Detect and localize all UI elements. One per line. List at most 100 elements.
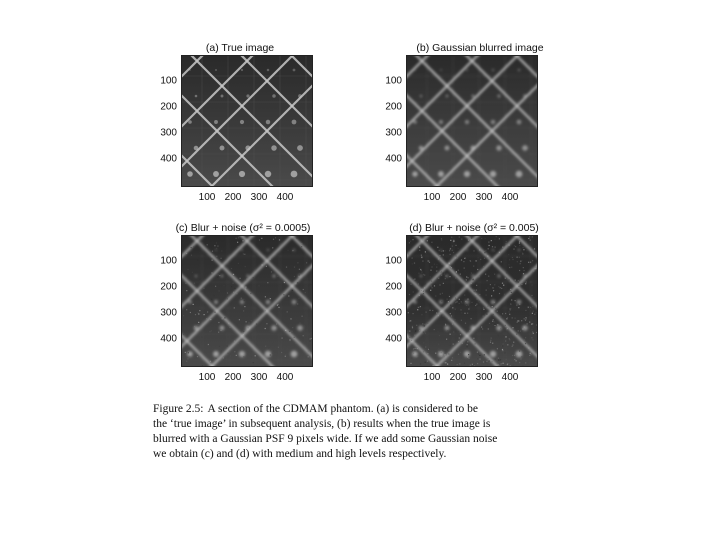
phantom-grid-bar bbox=[407, 236, 429, 258]
phantom-grid-bar bbox=[290, 236, 312, 258]
phantom-disc bbox=[440, 249, 442, 251]
phantom-disc bbox=[238, 170, 246, 178]
phantom-disc bbox=[214, 300, 218, 304]
phantom-grid-bar bbox=[182, 56, 294, 168]
phantom-disc bbox=[271, 145, 277, 151]
phantom-disc bbox=[264, 350, 272, 358]
phantom-disc bbox=[240, 68, 244, 72]
y-tick-label: 100 bbox=[385, 75, 402, 87]
phantom-disc bbox=[265, 299, 271, 305]
phantom-grid-bar bbox=[515, 56, 537, 78]
phantom-disc bbox=[522, 325, 528, 331]
phantom-disc bbox=[517, 248, 521, 252]
phantom-disc bbox=[438, 351, 444, 357]
phantom-disc bbox=[444, 325, 450, 331]
phantom-grid-bar bbox=[240, 236, 312, 308]
phantom-disc bbox=[439, 120, 443, 124]
phantom-grid-bar bbox=[190, 236, 312, 358]
x-tick-label: 100 bbox=[198, 372, 216, 383]
caption-line: the ‘true image’ in subsequent analysis,… bbox=[153, 418, 491, 430]
phantom-disc bbox=[491, 68, 495, 72]
phantom-disc bbox=[522, 145, 528, 151]
phantom-disc bbox=[497, 274, 501, 278]
image-plot bbox=[181, 235, 313, 367]
image-background bbox=[407, 56, 537, 186]
x-tick-label: 100 bbox=[423, 372, 441, 383]
y-tick-label: 400 bbox=[160, 333, 177, 345]
phantom-disc bbox=[438, 171, 444, 177]
phantom-grid-bar bbox=[182, 236, 204, 258]
phantom-grid-bar bbox=[415, 236, 537, 358]
y-tick-label: 200 bbox=[385, 101, 402, 113]
x-tick-label: 400 bbox=[276, 372, 294, 383]
phantom-disc bbox=[463, 350, 471, 358]
phantom-disc bbox=[188, 300, 192, 304]
phantom-grid-bar bbox=[182, 94, 274, 186]
phantom-grid-bar bbox=[407, 236, 479, 308]
phantom-grid-bar bbox=[182, 236, 254, 308]
phantom-disc bbox=[213, 171, 219, 177]
y-tick-label: 100 bbox=[385, 255, 402, 267]
phantom-disc bbox=[291, 299, 297, 305]
phantom-image bbox=[407, 56, 537, 186]
phantom-grid-bar bbox=[210, 264, 312, 366]
x-tick-label: 200 bbox=[224, 192, 242, 203]
y-tick-label: 300 bbox=[160, 127, 177, 139]
phantom-grid-bar bbox=[515, 236, 537, 258]
phantom-disc bbox=[215, 69, 217, 71]
phantom-disc bbox=[239, 119, 245, 125]
y-tick-label: 100 bbox=[160, 255, 177, 267]
panel-title: (c) Blur + noise (σ² = 0.0005) bbox=[175, 222, 311, 234]
phantom-disc bbox=[297, 145, 303, 151]
phantom-disc bbox=[413, 120, 417, 124]
phantom-disc bbox=[516, 119, 522, 125]
phantom-disc bbox=[490, 119, 496, 125]
phantom-disc bbox=[271, 325, 277, 331]
phantom-disc bbox=[238, 350, 246, 358]
phantom-image bbox=[407, 236, 537, 366]
phantom-disc bbox=[418, 325, 424, 331]
phantom-disc bbox=[515, 350, 523, 358]
phantom-grid-bar bbox=[407, 56, 429, 78]
phantom-disc bbox=[266, 248, 270, 252]
panel-title: (a) True image bbox=[205, 42, 275, 54]
phantom-disc bbox=[496, 145, 502, 151]
phantom-image bbox=[182, 236, 312, 366]
phantom-disc bbox=[444, 145, 450, 151]
y-tick-label: 400 bbox=[160, 153, 177, 165]
phantom-disc bbox=[496, 325, 502, 331]
x-tick-label: 300 bbox=[475, 372, 493, 383]
phantom-disc bbox=[489, 170, 497, 178]
phantom-disc bbox=[194, 274, 198, 278]
phantom-disc bbox=[214, 120, 218, 124]
phantom-disc bbox=[418, 145, 424, 151]
phantom-grid-bar bbox=[182, 56, 254, 128]
phantom-disc bbox=[265, 119, 271, 125]
y-tick-label: 400 bbox=[385, 153, 402, 165]
y-tick-label: 100 bbox=[160, 75, 177, 87]
panel-a: (a) True image 100 200 300 400 100 200 300 400 bbox=[155, 42, 415, 222]
x-tick-label: 300 bbox=[250, 192, 268, 203]
phantom-grid-bar bbox=[407, 274, 499, 366]
phantom-grid-bar bbox=[182, 236, 294, 348]
phantom-disc bbox=[516, 299, 522, 305]
phantom-disc bbox=[246, 94, 250, 98]
phantom-disc bbox=[264, 170, 272, 178]
phantom-disc bbox=[463, 170, 471, 178]
phantom-disc bbox=[266, 68, 270, 72]
phantom-disc bbox=[464, 119, 470, 125]
x-tick-label: 400 bbox=[501, 372, 519, 383]
panel-title: (d) Blur + noise (σ² = 0.005) bbox=[409, 222, 539, 234]
image-plot bbox=[181, 55, 313, 187]
phantom-disc bbox=[215, 249, 217, 251]
panel-c: (c) Blur + noise (σ² = 0.0005) 100 200 300… bbox=[155, 222, 415, 402]
phantom-grid-bar bbox=[240, 56, 312, 128]
phantom-disc bbox=[297, 325, 303, 331]
phantom-grid-bar bbox=[190, 56, 312, 178]
phantom-disc bbox=[292, 68, 296, 72]
phantom-grid-bar bbox=[407, 154, 439, 186]
caption-line: Figure 2.5: A section of the CDMAM phanto… bbox=[153, 403, 479, 415]
phantom-disc bbox=[464, 299, 470, 305]
phantom-disc bbox=[445, 274, 449, 278]
phantom-grid-bar bbox=[182, 334, 214, 366]
